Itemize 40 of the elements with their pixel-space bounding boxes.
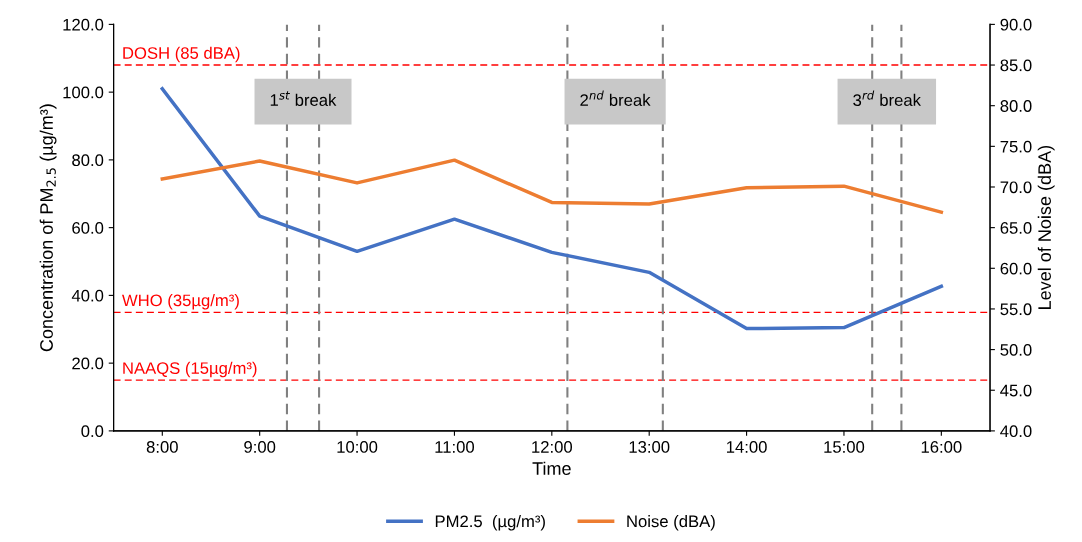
y-tick-label: 20.0 (72, 357, 104, 370)
y2-tick-label: 55.0 (1000, 303, 1032, 316)
y2-tick-label: 50.0 (1000, 343, 1032, 356)
y2-tick-label: 75.0 (1000, 140, 1032, 153)
y2-tick-label: 90.0 (1000, 18, 1032, 31)
legend-label: PM2.5 (µg/m³) (435, 514, 545, 531)
x-axis-title: Time (532, 461, 571, 475)
x-tick-label: 14:00 (727, 441, 767, 453)
y2-tick-label: 60.0 (1000, 262, 1032, 275)
y2-tick-label: 80.0 (1000, 100, 1032, 112)
ref-line-label: NAAQS (15µg/m³) (123, 361, 257, 378)
ref-line-label: WHO (35µg/m³) (122, 294, 239, 310)
line-series (160, 158, 944, 214)
y-tick-label: 40.0 (71, 289, 104, 302)
y2-axis-title: Level of Noise (dBA) (1037, 145, 1055, 309)
y2-tick-label: 65.0 (1000, 222, 1032, 234)
y-tick-label: 60.0 (72, 222, 104, 234)
line-series (160, 87, 944, 331)
x-tick-label: 9:00 (244, 441, 276, 453)
y-tick-label: 0.0 (81, 425, 104, 438)
annotation: 3$^{rd}$ break (853, 90, 921, 107)
annotation: 2$^{nd}$ break (580, 90, 651, 107)
x-tick-label: 13:00 (629, 441, 670, 453)
y2-tick-label: 40.0 (1000, 425, 1032, 438)
y-tick-label: 120.0 (63, 18, 104, 31)
y2-tick-label: 45.0 (1000, 384, 1032, 397)
x-tick-label: 16:00 (921, 441, 962, 453)
ref-line-label: DOSH (85 dBA) (123, 46, 240, 63)
x-tick-label: 12:00 (532, 441, 573, 453)
y-axis-title: Concentration of PM$_{2.5}$ (µg/m³) (39, 104, 57, 352)
x-tick-label: 10:00 (337, 441, 378, 453)
y2-tick-label: 85.0 (1000, 59, 1032, 72)
x-tick-label: 8:00 (146, 441, 178, 453)
y-tick-label: 80.0 (72, 154, 104, 167)
x-tick-label: 15:00 (824, 441, 865, 453)
x-tick-label: 11:00 (435, 441, 475, 453)
annotation: 1$^{st}$ break (270, 91, 337, 106)
y2-tick-label: 70.0 (1000, 181, 1032, 194)
y-tick-label: 100.0 (63, 86, 104, 99)
legend-label: Noise (dBA) (627, 514, 715, 531)
